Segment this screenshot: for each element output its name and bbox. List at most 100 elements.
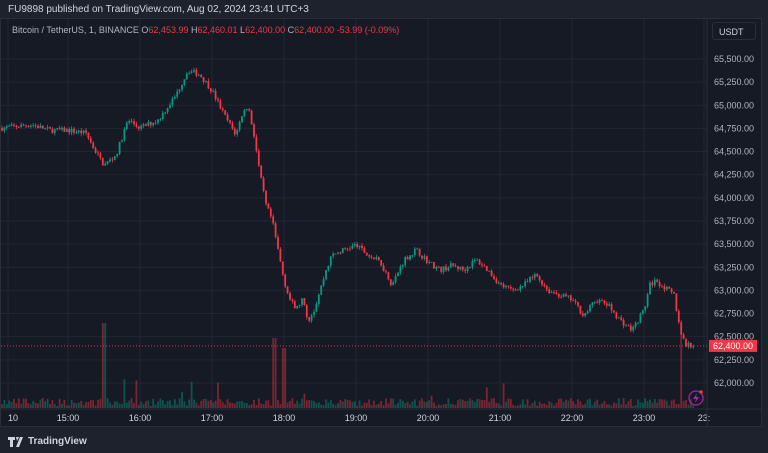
volume-bar <box>61 403 63 408</box>
candle-body <box>661 285 663 287</box>
candle-body <box>416 248 419 250</box>
candle-body <box>133 121 135 125</box>
candle-body <box>22 124 25 126</box>
volume-bar <box>41 398 44 408</box>
volume-bar <box>274 338 277 408</box>
volume-bar <box>279 404 282 408</box>
volume-bar <box>32 400 35 408</box>
volume-bar <box>685 399 687 408</box>
volume-bar <box>317 402 320 408</box>
candle-body <box>473 259 476 262</box>
candle-body <box>56 128 59 130</box>
volume-bar <box>147 400 150 408</box>
candle-body <box>145 124 147 126</box>
y-tick-label: 63,500.00 <box>714 239 754 249</box>
volume-bar <box>250 404 253 408</box>
volume-bar <box>555 402 558 408</box>
candle-body <box>665 286 668 290</box>
volume-bar <box>680 333 683 408</box>
candle-body <box>488 270 491 272</box>
volume-bar <box>464 401 467 408</box>
volume-bar <box>591 405 594 408</box>
candle-body <box>229 120 231 123</box>
candle-body <box>32 125 35 127</box>
candle-body <box>375 257 378 259</box>
volume-bar <box>538 401 541 408</box>
volume-bar <box>644 398 647 408</box>
candle-body <box>190 71 193 73</box>
candle-body <box>214 90 217 100</box>
candle-body <box>358 245 361 248</box>
volume-bar <box>267 400 270 408</box>
candle-body <box>209 88 212 92</box>
candle-body <box>469 266 471 268</box>
volume-bar <box>629 398 632 408</box>
volume-bar <box>658 399 661 408</box>
chart-panel[interactable] <box>0 18 762 427</box>
volume-bar <box>142 403 145 408</box>
candle-body <box>685 338 687 347</box>
volume-bar <box>586 399 589 408</box>
volume-bar <box>94 405 97 408</box>
volume-bar <box>353 401 356 408</box>
candle-body <box>329 256 332 266</box>
x-tick-label: 23: <box>698 413 711 423</box>
candle-body <box>490 270 493 276</box>
volume-bar <box>344 398 347 408</box>
candle-body <box>25 125 27 127</box>
volume-bar <box>20 403 23 408</box>
candle-body <box>538 276 541 281</box>
footer-logo[interactable]: TradingView <box>8 436 87 447</box>
candle-body <box>363 248 366 253</box>
candle-body <box>20 124 23 128</box>
volume-bar <box>620 404 623 408</box>
candle-body <box>51 128 54 134</box>
volume-bar <box>325 399 327 408</box>
candle-body <box>181 84 183 90</box>
candle-body <box>29 125 32 127</box>
candle-body <box>10 124 13 127</box>
volume-bar <box>637 399 639 408</box>
volume-bar <box>550 402 553 408</box>
candle-body <box>310 315 313 321</box>
candle-body <box>617 317 620 319</box>
volume-bar <box>164 404 167 408</box>
open-value: 62,453.99 <box>148 25 189 35</box>
volume-bar <box>406 401 409 408</box>
candle-body <box>608 304 611 306</box>
volume-bar <box>593 401 596 408</box>
candle-body <box>589 305 591 312</box>
candle-body <box>418 248 421 256</box>
volume-bar <box>459 399 462 408</box>
volume-bar <box>442 404 445 408</box>
volume-bar <box>190 381 193 408</box>
volume-bar <box>634 404 637 408</box>
candle-body <box>692 346 695 348</box>
volume-bar <box>581 404 584 408</box>
volume-bar <box>615 403 618 408</box>
candle-body <box>238 122 241 131</box>
volume-bar <box>13 398 15 408</box>
currency-button[interactable]: USDT <box>712 22 756 40</box>
candle-body <box>13 124 15 126</box>
candle-body <box>15 125 18 128</box>
volume-bar <box>111 404 114 408</box>
volume-bar <box>241 400 243 408</box>
volume-bar <box>233 403 236 408</box>
candle-body <box>447 267 450 271</box>
volume-bar <box>27 403 30 408</box>
low-label: L <box>240 25 246 35</box>
x-tick-label: 20:00 <box>417 413 440 423</box>
candle-body <box>233 128 236 135</box>
volume-bar <box>404 403 407 408</box>
volume-bar <box>301 398 303 408</box>
volume-bar <box>370 404 373 408</box>
y-tick-label: 63,000.00 <box>714 285 754 295</box>
volume-bar <box>632 405 635 408</box>
volume-bar <box>677 403 680 408</box>
candle-body <box>437 266 440 268</box>
volume-bar <box>231 402 234 408</box>
volume-bar <box>646 401 649 408</box>
volume-bar <box>533 400 536 408</box>
